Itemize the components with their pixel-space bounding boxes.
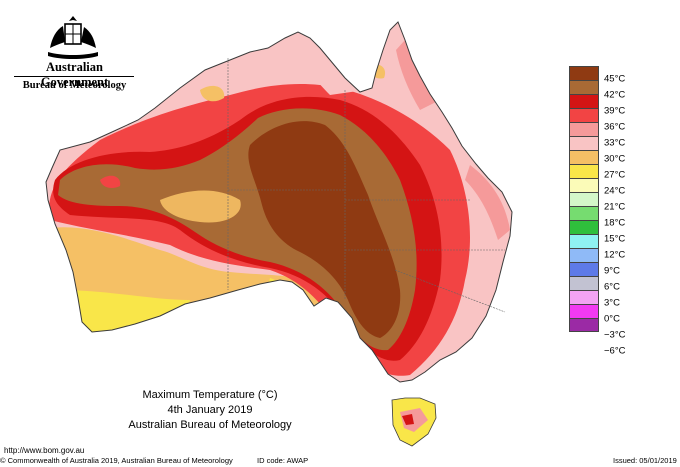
legend-swatch bbox=[569, 66, 599, 80]
legend-label: 6°C bbox=[604, 281, 620, 293]
legend-swatch bbox=[569, 234, 599, 248]
legend-swatch bbox=[569, 178, 599, 192]
legend-label: 0°C bbox=[604, 313, 620, 325]
legend-swatch bbox=[569, 136, 599, 150]
legend-label: 9°C bbox=[604, 265, 620, 277]
title-line-1: Maximum Temperature (°C) bbox=[142, 389, 278, 401]
legend-label: 24°C bbox=[604, 185, 626, 197]
government-title: Australian Government bbox=[40, 60, 109, 89]
legend-label: 33°C bbox=[604, 137, 626, 149]
map-title: Maximum Temperature (°C) 4th January 201… bbox=[110, 388, 310, 433]
legend-swatch bbox=[569, 150, 599, 164]
legend-label: −3°C bbox=[604, 329, 626, 341]
legend-swatch bbox=[569, 220, 599, 234]
legend-swatch bbox=[569, 248, 599, 262]
legend-swatch bbox=[569, 206, 599, 220]
legend-swatch bbox=[569, 304, 599, 318]
legend-label: −6°C bbox=[604, 345, 626, 357]
legend-label: 30°C bbox=[604, 153, 626, 165]
source-url[interactable]: http://www.bom.gov.au bbox=[4, 446, 85, 455]
legend-swatch bbox=[569, 318, 599, 332]
footer: © Commonwealth of Australia 2019, Austra… bbox=[0, 456, 677, 465]
legend-label: 15°C bbox=[604, 233, 626, 245]
legend-label: 18°C bbox=[604, 217, 626, 229]
header-divider bbox=[14, 76, 134, 77]
legend-label: 42°C bbox=[604, 89, 626, 101]
legend-swatch bbox=[569, 108, 599, 122]
color-legend bbox=[569, 66, 609, 332]
id-code: ID code: AWAP bbox=[257, 456, 309, 465]
legend-label: 3°C bbox=[604, 297, 620, 309]
issued-date: Issued: 05/01/2019 bbox=[613, 456, 677, 465]
legend-label: 21°C bbox=[604, 201, 626, 213]
copyright-text: © Commonwealth of Australia 2019, Austra… bbox=[0, 456, 233, 465]
legend-swatch bbox=[569, 192, 599, 206]
legend-swatch bbox=[569, 122, 599, 136]
legend-swatch bbox=[569, 80, 599, 94]
legend-swatch bbox=[569, 290, 599, 304]
legend-label: 45°C bbox=[604, 73, 626, 85]
title-date: 4th January 2019 bbox=[167, 404, 253, 416]
legend-label: 39°C bbox=[604, 105, 626, 117]
legend-label: 36°C bbox=[604, 121, 626, 133]
coat-of-arms-icon bbox=[48, 16, 98, 59]
legend-swatch bbox=[569, 276, 599, 290]
title-line-3: Australian Bureau of Meteorology bbox=[128, 419, 292, 431]
legend-label: 12°C bbox=[604, 249, 626, 261]
legend-swatch bbox=[569, 262, 599, 276]
agency-title: Bureau of Meteorology bbox=[22, 80, 127, 91]
legend-swatch bbox=[569, 94, 599, 108]
legend-label: 27°C bbox=[604, 169, 626, 181]
legend-swatch bbox=[569, 164, 599, 178]
